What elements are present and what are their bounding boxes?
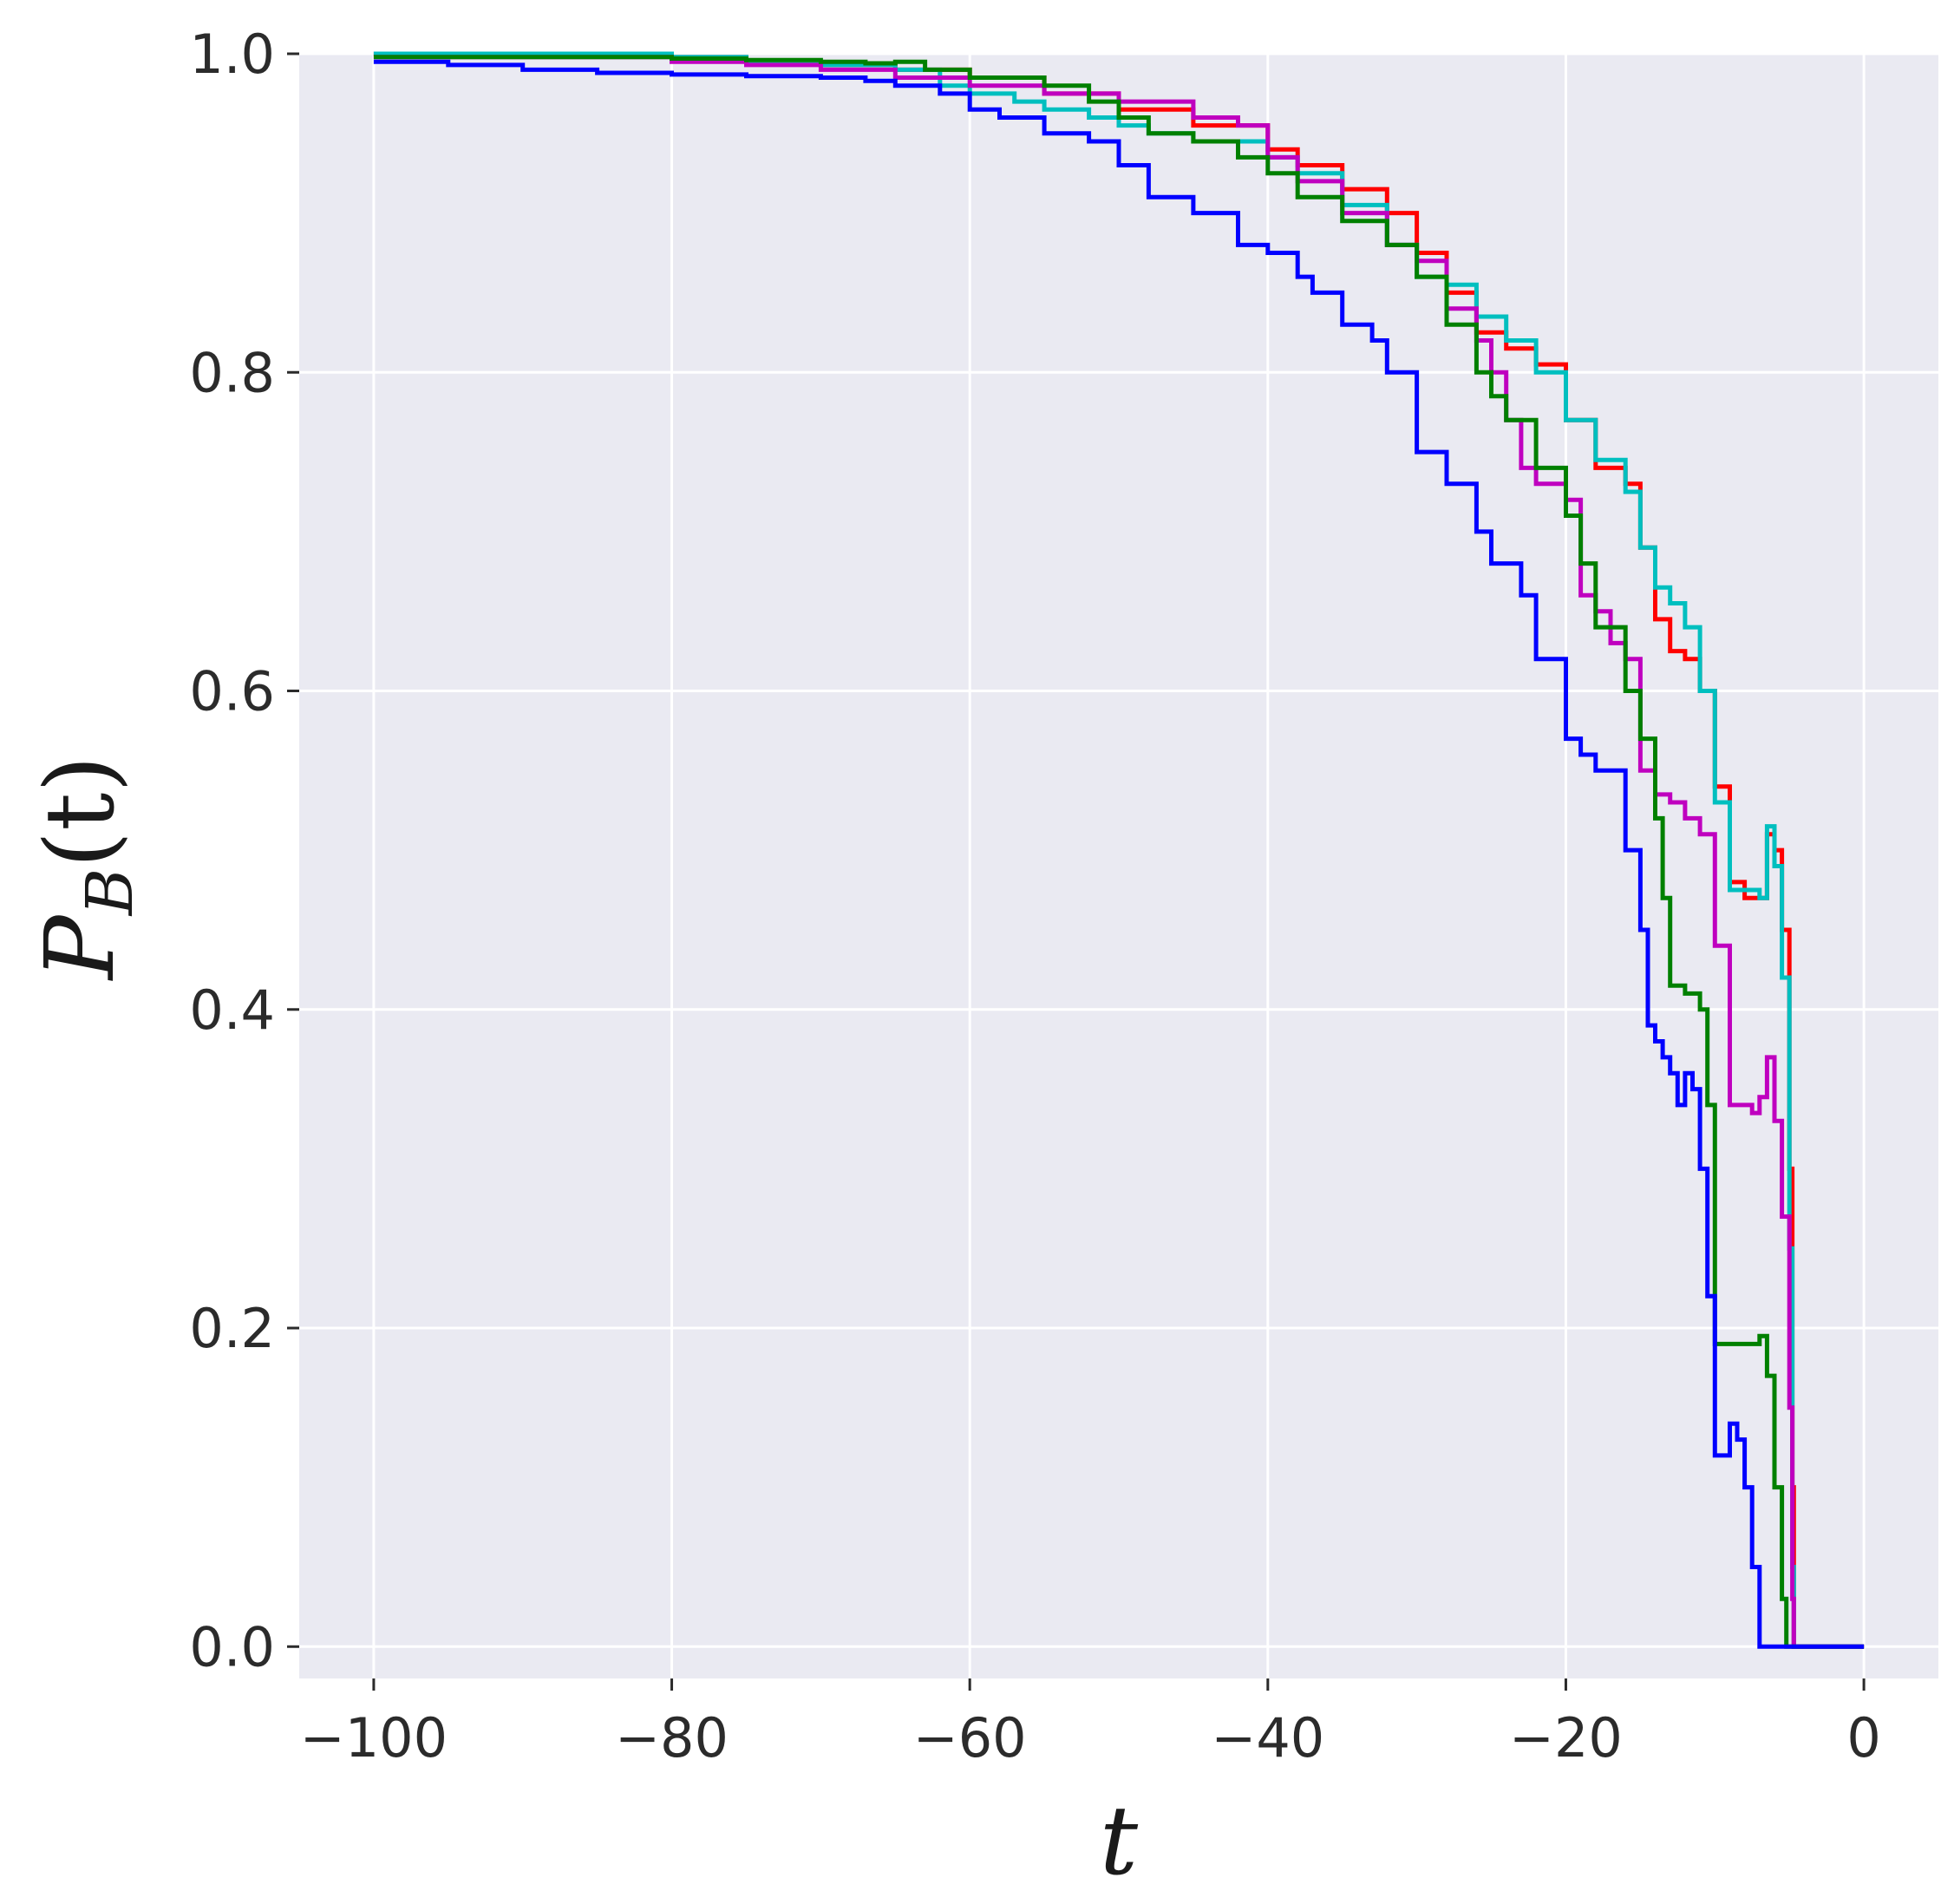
y-tick-label: 0.2	[189, 1297, 275, 1360]
x-axis-title: t	[1100, 1785, 1139, 1896]
x-axis: −100 −80 −60 −40 −20 0	[300, 1678, 1881, 1770]
x-tick-label: −20	[1509, 1706, 1623, 1770]
x-tick-label: 0	[1846, 1706, 1880, 1770]
y-axis-title: PB(t)	[24, 756, 147, 981]
y-axis-title-subscript: B	[73, 868, 147, 917]
x-tick-label: −80	[615, 1706, 729, 1770]
x-tick-label: −100	[300, 1706, 448, 1770]
x-tick-label: −40	[1211, 1706, 1324, 1770]
series-group	[373, 51, 1865, 1649]
x-tick-label: −60	[913, 1706, 1027, 1770]
y-tick-label: 0.0	[189, 1615, 275, 1678]
y-tick-label: 1.0	[189, 23, 275, 86]
y-tick-label: 0.8	[189, 341, 275, 404]
series-line-3	[373, 55, 1865, 1649]
series-line-4	[373, 55, 1865, 1649]
y-tick-label: 0.4	[189, 978, 275, 1042]
plot-background	[299, 54, 1938, 1678]
y-tick-label: 0.6	[189, 660, 275, 723]
y-axis-title-main: P	[24, 913, 135, 981]
series-line-5	[373, 59, 1865, 1649]
y-axis-title-argument: (t)	[24, 756, 135, 868]
series-line-2	[373, 51, 1865, 1649]
y-axis: 0.0 0.2 0.4 0.6 0.8 1.0	[189, 23, 299, 1678]
